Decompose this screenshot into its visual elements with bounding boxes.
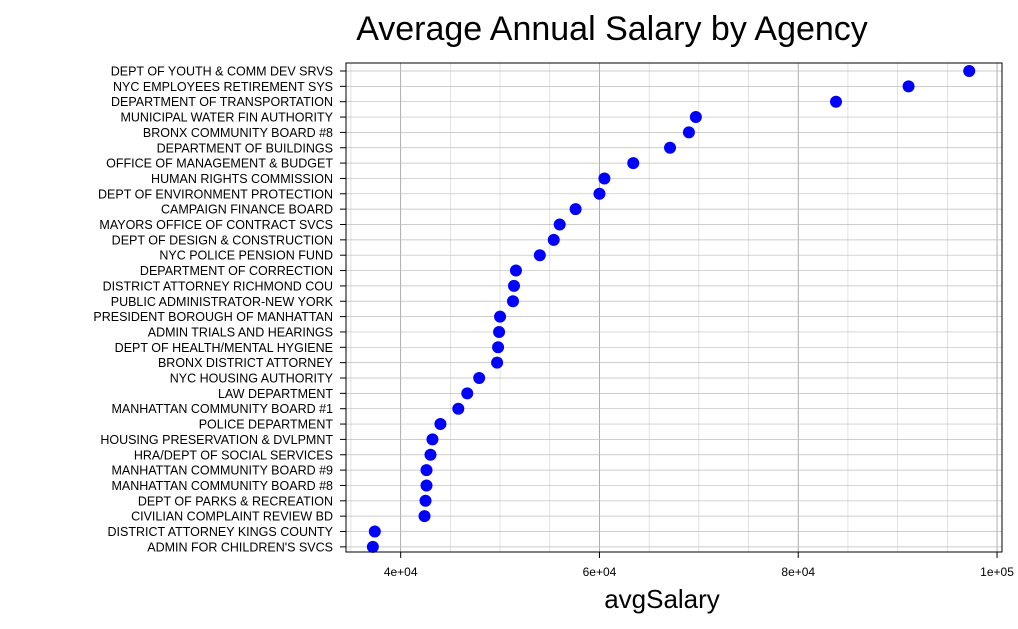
- data-point: [473, 372, 486, 384]
- category-label: MANHATTAN COMMUNITY BOARD #9: [111, 464, 333, 478]
- data-point: [533, 249, 546, 262]
- data-point: [627, 157, 640, 170]
- data-point: [830, 95, 843, 108]
- category-label: DEPARTMENT OF BUILDINGS: [157, 141, 333, 155]
- category-label: DEPT OF ENVIRONMENT PROTECTION: [98, 187, 333, 201]
- category-label: CAMPAIGN FINANCE BOARD: [161, 203, 333, 217]
- category-label: HOUSING PRESERVATION & DVLPMNT: [100, 433, 333, 447]
- category-label: DEPARTMENT OF CORRECTION: [140, 264, 333, 278]
- data-point: [689, 111, 702, 124]
- x-tick-label: 4e+04: [384, 565, 418, 579]
- category-label: DEPT OF PARKS & RECREATION: [138, 494, 333, 508]
- category-label: LAW DEPARTMENT: [218, 387, 333, 401]
- data-point: [418, 510, 431, 523]
- category-label: MAYORS OFFICE OF CONTRACT SVCS: [99, 218, 333, 232]
- data-point: [461, 387, 474, 400]
- plot-frame: [345, 62, 1003, 553]
- chart-title: Average Annual Salary by Agency: [356, 10, 868, 48]
- category-label: DEPT OF DESIGN & CONSTRUCTION: [112, 233, 333, 247]
- data-point: [494, 310, 507, 323]
- x-axis-title: avgSalary: [604, 584, 720, 614]
- category-label: MANHATTAN COMMUNITY BOARD #1: [111, 402, 333, 416]
- data-point: [598, 172, 611, 185]
- data-point: [434, 418, 447, 431]
- category-label: PUBLIC ADMINISTRATOR-NEW YORK: [111, 295, 334, 309]
- data-point: [507, 279, 520, 292]
- data-point: [493, 325, 506, 338]
- data-point: [491, 356, 504, 369]
- category-label: DISTRICT ATTORNEY KINGS COUNTY: [108, 525, 334, 539]
- category-label: MANHATTAN COMMUNITY BOARD #8: [111, 479, 333, 493]
- category-label: OFFICE OF MANAGEMENT & BUDGET: [106, 157, 333, 171]
- data-point: [452, 402, 465, 415]
- category-label: BRONX COMMUNITY BOARD #8: [143, 126, 333, 140]
- data-point: [420, 464, 433, 477]
- category-label: POLICE DEPARTMENT: [199, 418, 334, 432]
- data-point: [492, 341, 505, 354]
- data-points: [366, 65, 976, 553]
- category-label: NYC EMPLOYEES RETIREMENT SYS: [113, 80, 333, 94]
- data-point: [420, 479, 433, 492]
- data-point: [366, 540, 379, 553]
- data-point: [509, 264, 522, 277]
- category-label: NYC POLICE PENSION FUND: [159, 249, 333, 263]
- grid: [346, 63, 1002, 552]
- category-label: MUNICIPAL WATER FIN AUTHORITY: [120, 111, 333, 125]
- category-label: DEPARTMENT OF TRANSPORTATION: [111, 95, 333, 109]
- data-point: [682, 126, 695, 139]
- data-point: [506, 295, 519, 308]
- data-point: [569, 203, 582, 216]
- category-label: HRA/DEPT OF SOCIAL SERVICES: [134, 448, 333, 462]
- x-tick-label: 1e+05: [980, 565, 1014, 579]
- category-label: CIVILIAN COMPLAINT REVIEW BD: [131, 510, 333, 524]
- x-tick-label: 6e+04: [583, 565, 617, 579]
- data-point: [547, 233, 560, 246]
- data-point: [553, 218, 566, 231]
- category-label: ADMIN FOR CHILDREN'S SVCS: [147, 540, 333, 554]
- data-point: [902, 80, 915, 93]
- data-point: [426, 433, 439, 446]
- x-tick-label: 8e+04: [781, 565, 815, 579]
- category-label: DISTRICT ATTORNEY RICHMOND COU: [103, 279, 333, 293]
- category-label: DEPT OF HEALTH/MENTAL HYGIENE: [115, 341, 333, 355]
- data-point: [963, 65, 976, 77]
- x-axis-ticks: 4e+04 6e+04 8e+04 1e+05: [384, 552, 1014, 579]
- category-label: BRONX DISTRICT ATTORNEY: [158, 356, 334, 370]
- category-label: ADMIN TRIALS AND HEARINGS: [148, 325, 333, 339]
- category-label: DEPT OF YOUTH & COMM DEV SRVS: [111, 65, 333, 79]
- data-point: [424, 448, 437, 461]
- data-point: [368, 525, 381, 538]
- category-label: NYC HOUSING AUTHORITY: [170, 372, 334, 386]
- data-point: [419, 494, 432, 507]
- data-point: [664, 141, 677, 154]
- data-point: [593, 187, 606, 200]
- category-label: HUMAN RIGHTS COMMISSION: [151, 172, 333, 186]
- category-label: PRESIDENT BOROUGH OF MANHATTAN: [93, 310, 333, 324]
